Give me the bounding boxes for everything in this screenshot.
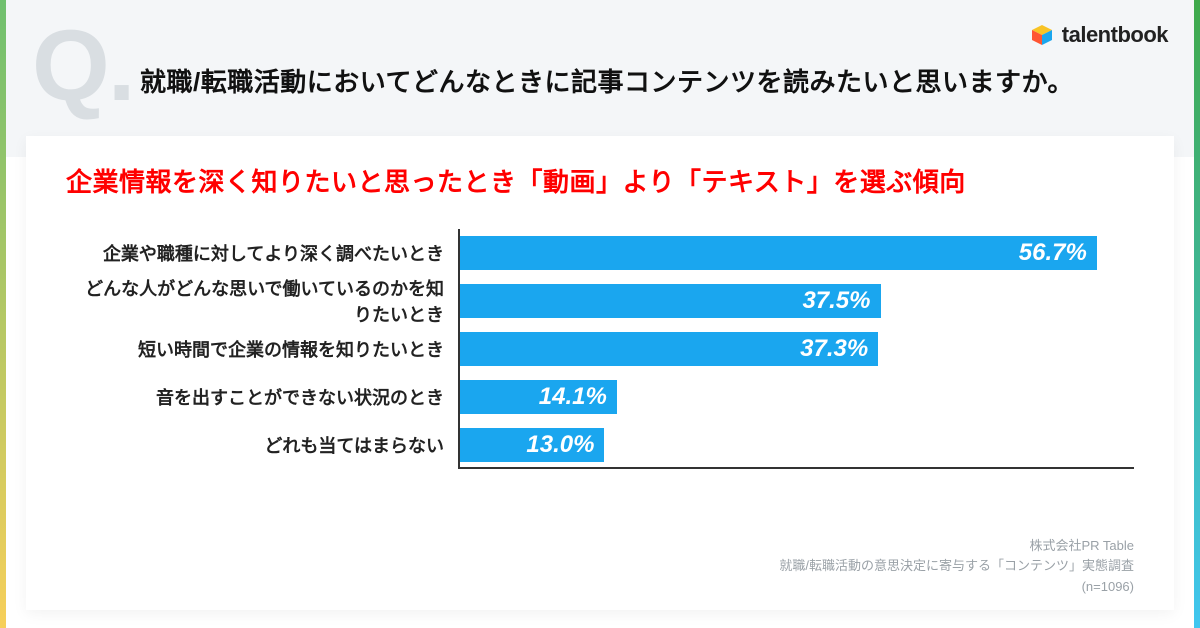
bar-value: 14.1% (539, 383, 607, 411)
bar-track: 37.3% (458, 325, 1134, 373)
bar-value: 37.3% (800, 335, 868, 363)
footer-notes: 株式会社PR Table 就職/転職活動の意思決定に寄与する「コンテンツ」実態調… (779, 536, 1134, 598)
bar-track: 13.0% (458, 421, 1134, 469)
bar-track: 37.5% (458, 277, 1134, 325)
footer-company: 株式会社PR Table (779, 536, 1134, 557)
bar-chart: 企業や職種に対してより深く調べたいとき 56.7% どんな人がどんな思いで働いている… (76, 229, 1134, 469)
bar: 56.7% (458, 236, 1097, 270)
bar-track: 14.1% (458, 373, 1134, 421)
bar-value: 56.7% (1019, 239, 1087, 267)
footer-survey: 就職/転職活動の意思決定に寄与する「コンテンツ」実態調査 (779, 556, 1134, 577)
chart-row: どんな人がどんな思いで働いているのかを知りたいとき 37.5% (76, 277, 1134, 325)
bar-value: 37.5% (802, 287, 870, 315)
left-edge-accent (0, 0, 6, 628)
content-card: 企業情報を深く知りたいと思ったとき「動画」より「テキスト」を選ぶ傾向 企業や職種… (26, 136, 1174, 610)
bar-label: どんな人がどんな思いで働いているのかを知りたいとき (76, 275, 458, 327)
brand: talentbook (1030, 22, 1168, 48)
chart-row: どれも当てはまらない 13.0% (76, 421, 1134, 469)
bar: 13.0% (458, 428, 604, 462)
chart-row: 企業や職種に対してより深く調べたいとき 56.7% (76, 229, 1134, 277)
question-text: 就職/転職活動においてどんなときに記事コンテンツを読みたいと思いますか。 (140, 62, 1074, 99)
footer-sample: (n=1096) (779, 577, 1134, 598)
bar-label: 音を出すことができない状況のとき (76, 384, 458, 410)
bar-track: 56.7% (458, 229, 1134, 277)
q-dot: . (108, 10, 134, 122)
right-edge-accent (1194, 0, 1200, 628)
bar-label: どれも当てはまらない (76, 432, 458, 458)
bar: 14.1% (458, 380, 617, 414)
brand-cube-icon (1030, 23, 1054, 47)
chart-row: 短い時間で企業の情報を知りたいとき 37.3% (76, 325, 1134, 373)
bar: 37.5% (458, 284, 881, 318)
bar-label: 短い時間で企業の情報を知りたいとき (76, 336, 458, 362)
y-axis (458, 229, 460, 469)
x-axis (458, 467, 1134, 469)
q-letter: Q. (32, 16, 134, 116)
chart-row: 音を出すことができない状況のとき 14.1% (76, 373, 1134, 421)
brand-name: talentbook (1062, 22, 1168, 48)
bar-value: 13.0% (526, 431, 594, 459)
bar-label: 企業や職種に対してより深く調べたいとき (76, 240, 458, 266)
insight-headline: 企業情報を深く知りたいと思ったとき「動画」より「テキスト」を選ぶ傾向 (66, 162, 1134, 199)
page: talentbook Q. 就職/転職活動においてどんなときに記事コンテンツを読… (0, 0, 1200, 628)
q-glyph: Q (32, 10, 108, 122)
bar: 37.3% (458, 332, 878, 366)
